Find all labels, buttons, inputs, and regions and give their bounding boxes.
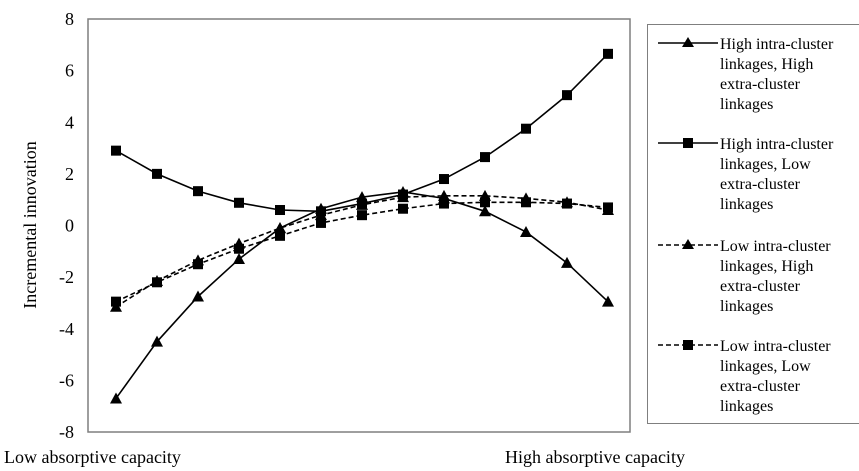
data-point [438, 189, 450, 201]
data-point [562, 90, 572, 101]
data-point [316, 217, 326, 228]
data-point [233, 253, 245, 265]
data-point [602, 295, 614, 307]
legend-item-high-high: High intra-cluster linkages, High extra-… [648, 29, 859, 124]
legend-label-low-high: Low intra-cluster linkages, High extra-c… [720, 238, 831, 315]
y-tick-label: -8 [59, 422, 74, 442]
data-point [520, 225, 532, 237]
legend-item-low-high: Low intra-cluster linkages, High extra-c… [648, 231, 859, 326]
data-point [111, 145, 121, 156]
data-point [398, 203, 408, 214]
y-axis-ticks: 8 6 4 2 0 -2 -4 -6 -8 [59, 9, 74, 442]
data-point [110, 392, 122, 404]
data-point [111, 296, 121, 307]
data-point [521, 123, 531, 134]
data-point [152, 168, 162, 179]
data-point [561, 256, 573, 268]
data-point [315, 209, 327, 221]
y-tick-label: -4 [59, 319, 74, 339]
data-point [356, 198, 368, 210]
legend-swatch-low-low [658, 340, 718, 350]
data-point [439, 198, 449, 209]
y-tick-label: 0 [65, 216, 74, 236]
plot-area-frame [87, 18, 631, 433]
data-point [192, 290, 204, 302]
y-tick-label: 8 [65, 9, 74, 29]
data-point [274, 222, 286, 234]
data-point [275, 230, 285, 241]
data-point [480, 152, 490, 163]
y-axis-label: Incremental innovation [20, 141, 40, 308]
data-point [603, 202, 613, 213]
legend-label-low-low: Low intra-cluster linkages, Low extra-cl… [720, 338, 831, 415]
legend-label-high-low: High intra-cluster linkages, Low extra-c… [720, 136, 834, 213]
legend-item-high-low: High intra-cluster linkages, Low extra-c… [648, 129, 859, 224]
y-tick-label: -6 [59, 370, 74, 390]
legend-swatch-low-high [658, 239, 718, 249]
data-point [152, 277, 162, 288]
data-point [234, 243, 244, 254]
legend-item-low-low: Low intra-cluster linkages, Low extra-cl… [648, 331, 859, 426]
legend-swatch-high-high [658, 37, 718, 47]
data-point [193, 259, 203, 270]
x-axis-label-right: High absorptive capacity [505, 447, 685, 467]
data-point [562, 198, 572, 209]
data-point [479, 205, 491, 217]
x-axis-label-left: Low absorptive capacity [4, 447, 181, 467]
y-tick-label: 6 [65, 61, 74, 81]
data-point [275, 205, 285, 216]
data-point [397, 191, 409, 203]
data-point [603, 48, 613, 59]
legend-swatch-high-low [658, 138, 718, 148]
data-point [439, 174, 449, 185]
legend-label-high-high: High intra-cluster linkages, High extra-… [720, 36, 834, 113]
y-tick-label: 4 [65, 112, 74, 132]
data-point [151, 335, 163, 347]
series-3 [111, 197, 613, 307]
data-point [234, 197, 244, 208]
data-point [193, 186, 203, 197]
data-point [521, 197, 531, 208]
data-point [480, 197, 490, 208]
y-tick-label: -2 [59, 267, 74, 287]
legend: High intra-cluster linkages, High extra-… [647, 24, 859, 424]
data-point [357, 210, 367, 221]
y-tick-label: 2 [65, 164, 74, 184]
series-layer [110, 48, 614, 404]
